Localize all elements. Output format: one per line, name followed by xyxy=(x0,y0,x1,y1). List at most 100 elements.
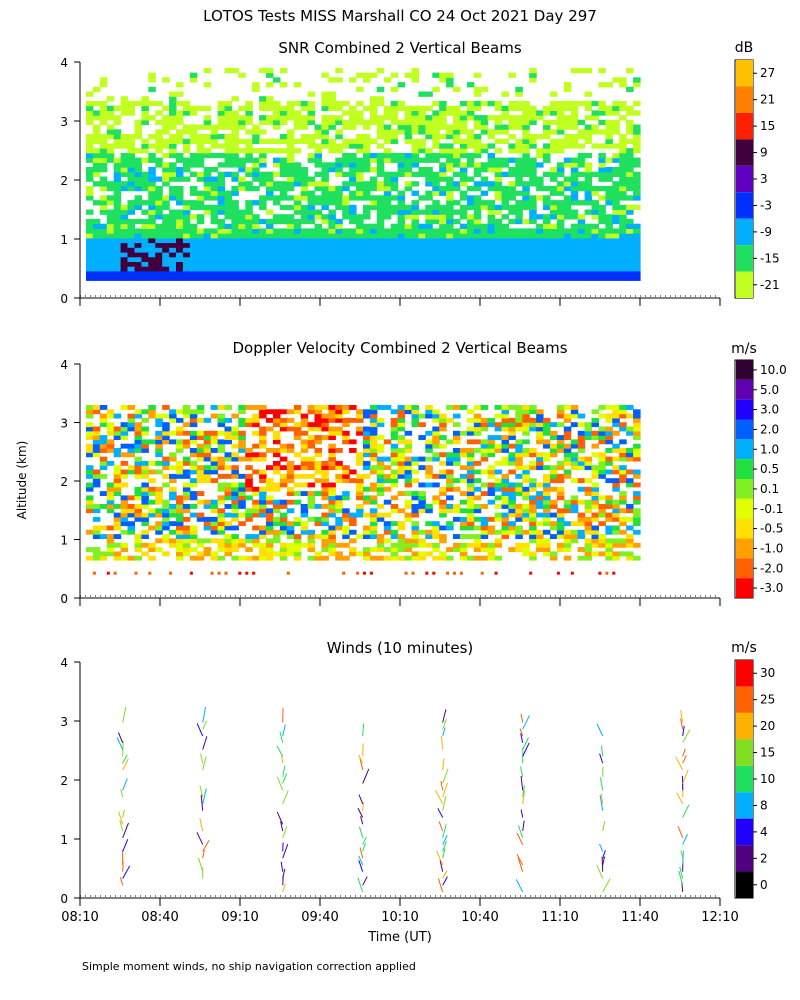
velocity-cell xyxy=(411,571,415,575)
velocity-cell xyxy=(134,443,142,449)
velocity-cell xyxy=(522,491,530,496)
snr-cell xyxy=(612,181,620,187)
snr-cell xyxy=(127,167,135,173)
snr-cell xyxy=(300,195,309,201)
snr-cell xyxy=(376,218,385,225)
velocity-cell xyxy=(563,435,572,440)
velocity-cell xyxy=(203,469,212,475)
snr-cell xyxy=(141,228,149,234)
velocity-cell xyxy=(148,486,156,492)
snr-cell xyxy=(141,96,149,102)
snr-cell xyxy=(508,204,516,211)
snr-cell xyxy=(321,119,329,126)
snr-cell xyxy=(598,162,606,168)
velocity-cell xyxy=(591,430,599,436)
snr-cell xyxy=(189,72,198,78)
snr-cell xyxy=(342,100,350,107)
snr-cell xyxy=(390,100,399,107)
velocity-cell xyxy=(279,512,288,518)
snr-cell xyxy=(543,228,551,234)
y-tick-label: 0 xyxy=(60,292,68,306)
velocity-cell xyxy=(273,534,281,539)
velocity-cell xyxy=(473,538,482,544)
snr-cell xyxy=(633,129,641,135)
snr-cell xyxy=(273,252,281,258)
snr-cell xyxy=(224,233,232,239)
snr-cell xyxy=(356,233,364,239)
snr-cell xyxy=(176,171,184,177)
velocity-cell xyxy=(397,409,406,415)
velocity-cell xyxy=(466,409,475,415)
snr-cell xyxy=(466,270,475,277)
velocity-cell xyxy=(369,430,378,436)
snr-cell xyxy=(86,223,94,229)
snr-cell xyxy=(266,171,274,177)
velocity-cell xyxy=(376,460,385,466)
wind-barb xyxy=(601,745,604,757)
snr-cell xyxy=(515,148,523,154)
velocity-cell xyxy=(369,482,378,488)
velocity-cell xyxy=(605,555,613,561)
velocity-cell xyxy=(584,430,593,436)
velocity-cell xyxy=(446,571,450,575)
snr-cell xyxy=(92,233,101,239)
snr-cell xyxy=(127,100,135,107)
velocity-cell xyxy=(501,443,509,449)
velocity-cell xyxy=(570,571,574,575)
snr-cell xyxy=(314,228,322,234)
velocity-cell xyxy=(383,456,392,462)
velocity-cell xyxy=(411,521,419,527)
snr-cell xyxy=(252,233,260,239)
velocity-cell xyxy=(148,439,156,445)
velocity-cell xyxy=(584,508,593,514)
snr-cell xyxy=(501,171,509,177)
velocity-cell xyxy=(619,465,627,471)
velocity-cell xyxy=(321,534,329,539)
snr-cell xyxy=(92,157,101,163)
snr-cell xyxy=(466,223,475,229)
wind-barb xyxy=(118,811,124,825)
velocity-cell xyxy=(238,435,246,440)
velocity-cell xyxy=(536,460,544,466)
snr-cell xyxy=(252,270,260,277)
snr-cell xyxy=(141,148,149,154)
velocity-cell xyxy=(536,491,544,496)
velocity-cell xyxy=(238,417,246,423)
velocity-cell xyxy=(397,456,406,462)
velocity-cell xyxy=(300,430,309,436)
velocity-cell xyxy=(300,529,309,535)
snr-cell xyxy=(182,143,191,149)
x-tick-label: 08:40 xyxy=(141,910,178,925)
velocity-cell xyxy=(349,439,357,445)
snr-cell xyxy=(196,176,205,182)
velocity-cell xyxy=(383,473,392,479)
snr-cell xyxy=(342,152,350,159)
velocity-cell xyxy=(633,409,641,415)
velocity-cell xyxy=(529,486,537,492)
wind-barb xyxy=(122,754,128,764)
velocity-cell xyxy=(169,430,177,436)
velocity-cell xyxy=(99,460,108,466)
velocity-cell xyxy=(252,430,260,436)
velocity-cell xyxy=(612,417,620,423)
snr-cell xyxy=(162,119,170,126)
velocity-cell xyxy=(369,452,378,458)
colorbar-label: -3.0 xyxy=(760,581,783,595)
snr-cell xyxy=(321,143,329,149)
velocity-cell xyxy=(605,529,613,535)
snr-cell xyxy=(501,110,509,116)
velocity-cell xyxy=(182,409,191,415)
snr-cell xyxy=(390,195,399,201)
snr-cell xyxy=(432,266,440,272)
snr-cell xyxy=(335,105,343,111)
velocity-cell xyxy=(245,512,253,518)
velocity-cell xyxy=(141,473,149,479)
velocity-cell xyxy=(169,417,177,423)
snr-cell xyxy=(349,275,357,281)
velocity-cell xyxy=(307,534,316,539)
velocity-cell xyxy=(113,491,122,496)
velocity-cell xyxy=(550,465,558,471)
snr-cell xyxy=(459,247,468,253)
snr-cell xyxy=(169,96,177,102)
snr-cell xyxy=(224,266,232,272)
